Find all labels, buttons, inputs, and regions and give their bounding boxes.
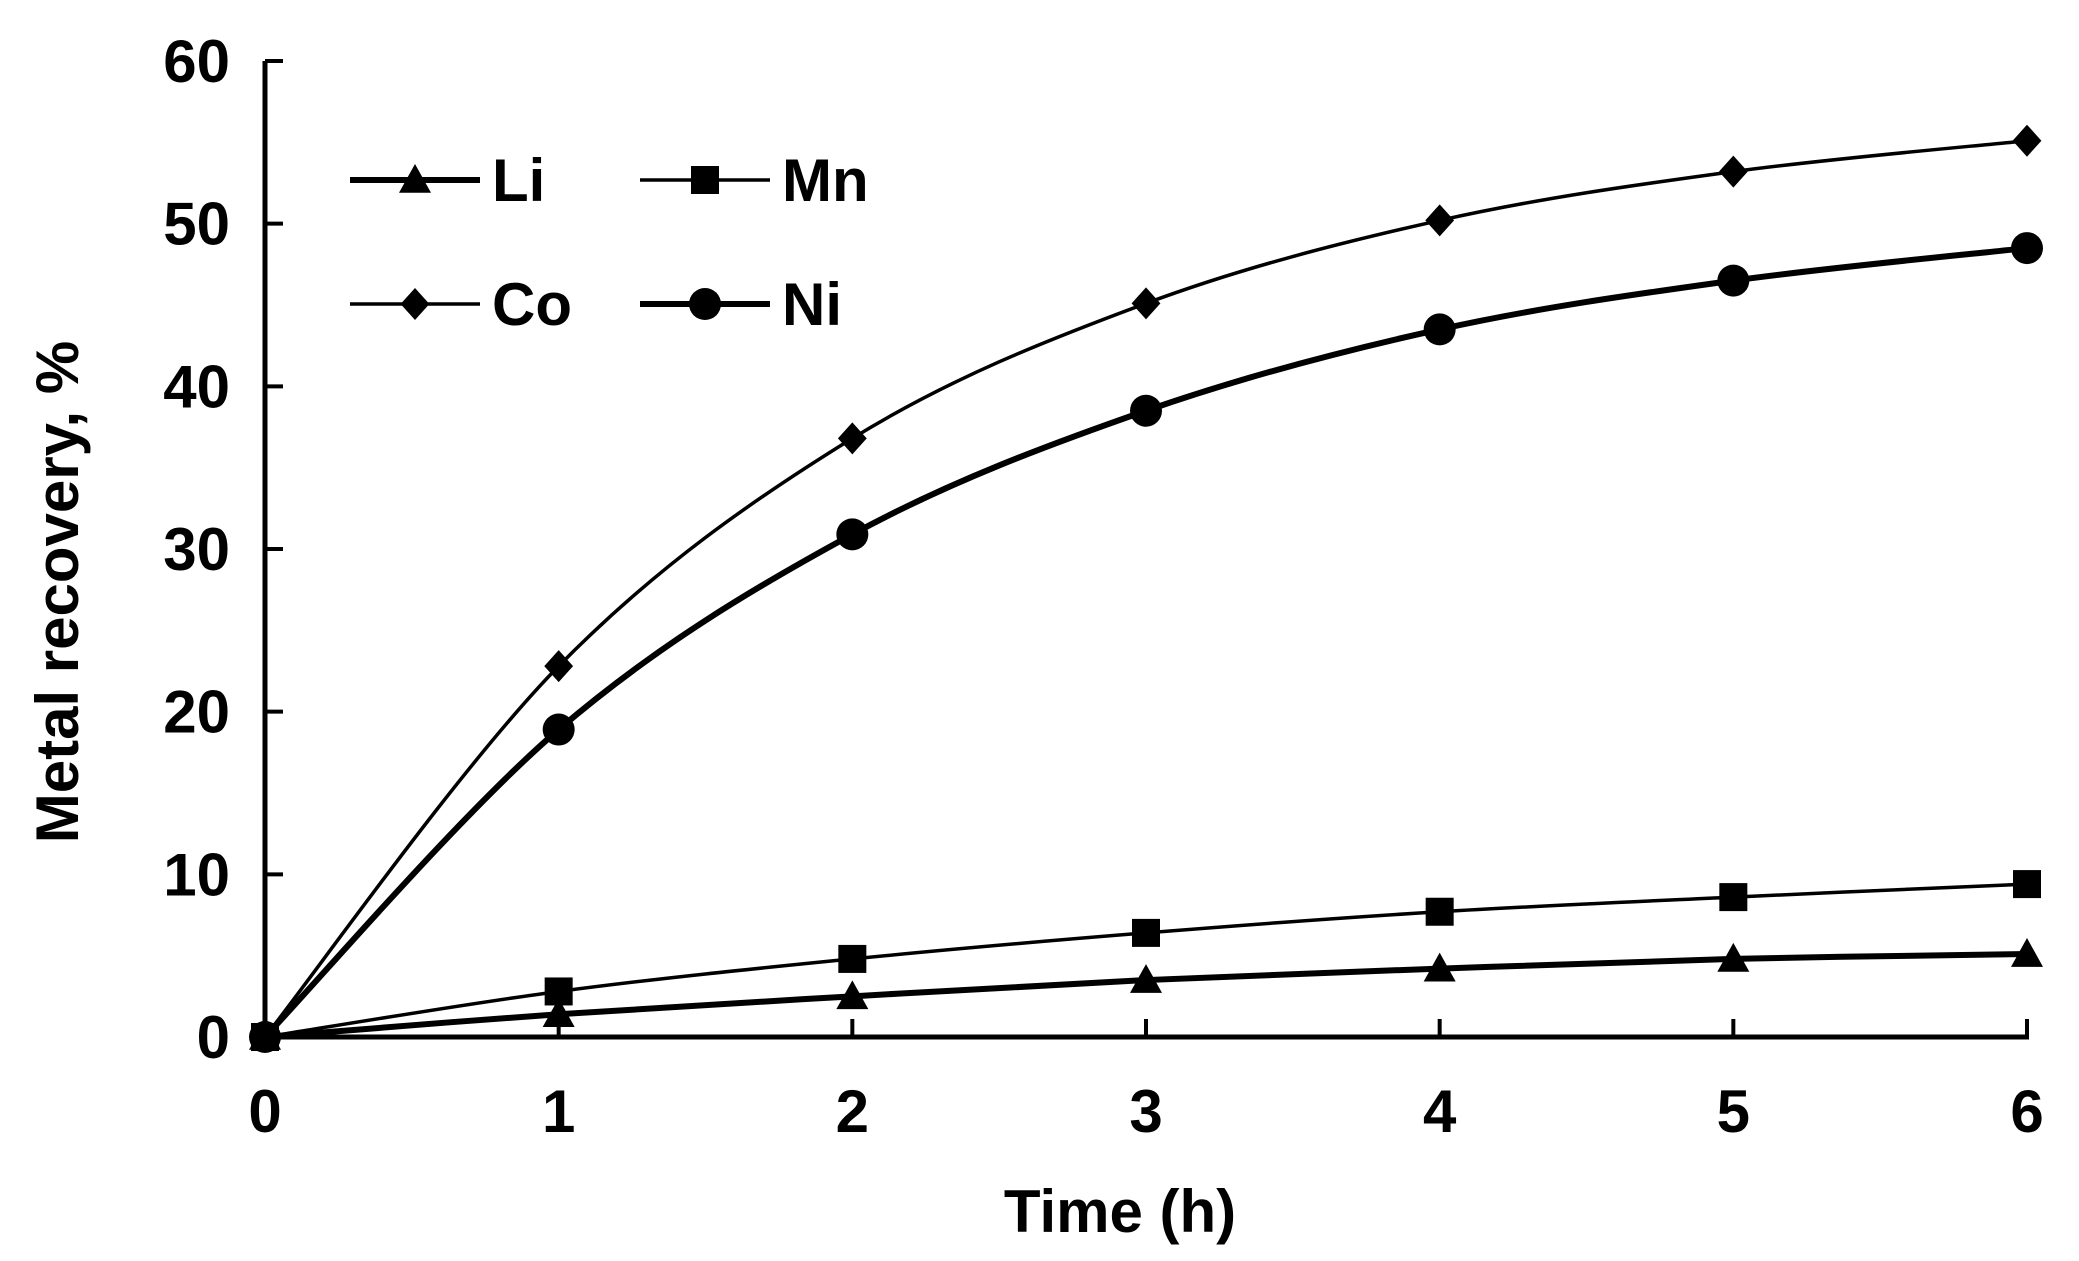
data-point-co: [1425, 204, 1455, 237]
x-tick-label: 6: [2010, 1078, 2043, 1145]
y-tick-label: 10: [163, 841, 230, 908]
data-point-mn: [1425, 897, 1454, 926]
legend-item-li: Li: [350, 147, 545, 214]
legend-marker: [691, 166, 719, 194]
legend-label: Co: [492, 271, 572, 338]
x-axis-title: Time (h): [1004, 1178, 1236, 1245]
legend-label: Mn: [782, 147, 869, 214]
legend-marker: [399, 164, 431, 193]
series-ni: [249, 232, 2043, 1053]
data-point-mn: [544, 977, 573, 1006]
legend-marker: [400, 288, 430, 320]
legend-label: Li: [492, 147, 545, 214]
data-point-ni: [2011, 232, 2043, 265]
legend-item-ni: Ni: [640, 271, 842, 338]
series-mn: [251, 870, 2041, 1051]
x-tick-label: 1: [542, 1078, 575, 1145]
y-tick-label: 40: [163, 353, 230, 420]
data-point-ni: [836, 518, 869, 551]
x-tick-label: 0: [248, 1078, 281, 1145]
legend-item-mn: Mn: [640, 147, 869, 214]
legend: Li Mn Co Ni: [350, 147, 869, 338]
data-point-ni: [1130, 394, 1162, 427]
legend-marker: [689, 288, 721, 320]
data-point-ni: [542, 713, 575, 746]
data-point-mn: [2013, 870, 2041, 899]
data-point-mn: [1719, 883, 1748, 912]
data-point-co: [544, 650, 574, 683]
data-point-li: [1717, 942, 1750, 972]
axes: 0 10 20 30 40 50 60 0 1 2 3 4 5 6: [163, 28, 2043, 1145]
series-layer: [249, 124, 2043, 1053]
x-tick-label: 2: [836, 1078, 869, 1145]
data-point-li: [2011, 938, 2043, 967]
series-co: [250, 124, 2042, 1053]
data-point-li: [542, 998, 575, 1028]
legend-item-co: Co: [350, 271, 572, 338]
data-point-co: [1131, 287, 1161, 320]
y-tick-label: 0: [197, 1004, 230, 1071]
legend-label: Ni: [782, 271, 842, 338]
x-tick-label: 4: [1423, 1078, 1457, 1145]
y-tick-label: 20: [163, 679, 230, 746]
data-point-ni: [1423, 313, 1456, 346]
y-tick-label: 60: [163, 28, 230, 95]
data-point-co: [2012, 124, 2042, 157]
data-point-ni: [249, 1021, 281, 1053]
series-line-ni: [262, 245, 2028, 1040]
data-point-co: [1718, 155, 1748, 188]
y-tick-label: 50: [163, 191, 230, 258]
data-point-mn: [838, 944, 867, 973]
x-tick-label: 5: [1717, 1078, 1750, 1145]
y-axis-title: Metal recovery, %: [24, 341, 91, 843]
data-point-li: [1423, 952, 1456, 982]
data-point-li: [836, 980, 869, 1010]
data-point-ni: [1717, 264, 1750, 297]
data-point-li: [1130, 964, 1162, 993]
data-point-mn: [1132, 918, 1160, 947]
x-tick-label: 3: [1129, 1078, 1162, 1145]
data-point-co: [837, 422, 867, 455]
y-tick-label: 30: [163, 516, 230, 583]
